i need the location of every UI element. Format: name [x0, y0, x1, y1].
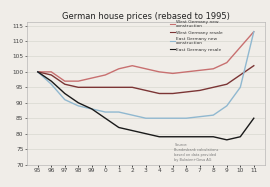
East Germany new
construction: [144, 117, 147, 119]
West Germany new
construction: [225, 62, 228, 64]
East Germany resale: [117, 126, 120, 129]
West Germany new
construction: [171, 72, 174, 75]
West Germany resale: [36, 71, 39, 73]
West Germany resale: [252, 65, 255, 67]
Title: German house prices (rebased to 1995): German house prices (rebased to 1995): [62, 12, 230, 21]
West Germany new
construction: [104, 74, 107, 76]
West Germany resale: [63, 83, 66, 85]
West Germany resale: [90, 86, 93, 88]
West Germany new
construction: [198, 69, 201, 71]
West Germany new
construction: [36, 71, 39, 73]
West Germany resale: [171, 92, 174, 95]
East Germany resale: [239, 136, 242, 138]
West Germany resale: [225, 83, 228, 85]
West Germany resale: [104, 86, 107, 88]
Line: East Germany resale: East Germany resale: [38, 72, 254, 140]
Text: Source:
Bundesbank calculations
based on data provided
by Bulwien+Gesa AG: Source: Bundesbank calculations based on…: [174, 143, 219, 162]
West Germany new
construction: [212, 68, 215, 70]
East Germany resale: [225, 139, 228, 141]
West Germany resale: [158, 92, 161, 95]
East Germany new
construction: [185, 117, 188, 119]
West Germany new
construction: [131, 65, 134, 67]
East Germany new
construction: [198, 116, 201, 118]
East Germany new
construction: [131, 114, 134, 116]
East Germany resale: [158, 136, 161, 138]
East Germany new
construction: [117, 111, 120, 113]
East Germany new
construction: [212, 114, 215, 116]
West Germany new
construction: [144, 68, 147, 70]
East Germany new
construction: [252, 31, 255, 33]
East Germany resale: [185, 136, 188, 138]
East Germany resale: [77, 102, 80, 104]
West Germany resale: [77, 86, 80, 88]
West Germany new
construction: [63, 80, 66, 82]
East Germany new
construction: [77, 105, 80, 107]
East Germany new
construction: [104, 111, 107, 113]
East Germany resale: [144, 133, 147, 135]
East Germany resale: [50, 80, 53, 82]
West Germany new
construction: [239, 46, 242, 48]
East Germany new
construction: [171, 117, 174, 119]
East Germany new
construction: [90, 108, 93, 110]
East Germany resale: [104, 117, 107, 119]
West Germany new
construction: [77, 80, 80, 82]
West Germany new
construction: [117, 68, 120, 70]
East Germany new
construction: [158, 117, 161, 119]
Line: East Germany new
construction: East Germany new construction: [38, 32, 254, 118]
West Germany resale: [198, 89, 201, 91]
West Germany new
construction: [252, 31, 255, 33]
East Germany resale: [63, 92, 66, 95]
Line: West Germany new
construction: West Germany new construction: [38, 32, 254, 81]
Legend: West Germany new
construction, West Germany resale, East Germany new
constructio: West Germany new construction, West Germ…: [170, 20, 223, 52]
East Germany resale: [171, 136, 174, 138]
East Germany new
construction: [239, 86, 242, 88]
West Germany new
construction: [185, 71, 188, 73]
West Germany new
construction: [90, 77, 93, 79]
West Germany resale: [212, 86, 215, 88]
East Germany new
construction: [63, 99, 66, 101]
East Germany resale: [131, 129, 134, 132]
West Germany resale: [144, 89, 147, 91]
West Germany resale: [131, 86, 134, 88]
West Germany new
construction: [50, 71, 53, 73]
East Germany new
construction: [36, 71, 39, 73]
West Germany new
construction: [158, 71, 161, 73]
East Germany resale: [212, 136, 215, 138]
East Germany new
construction: [225, 105, 228, 107]
West Germany resale: [239, 74, 242, 76]
West Germany resale: [117, 86, 120, 88]
West Germany resale: [50, 74, 53, 76]
East Germany resale: [252, 117, 255, 119]
East Germany resale: [90, 108, 93, 110]
East Germany new
construction: [50, 83, 53, 85]
West Germany resale: [185, 91, 188, 93]
East Germany resale: [198, 136, 201, 138]
East Germany resale: [36, 71, 39, 73]
Line: West Germany resale: West Germany resale: [38, 66, 254, 94]
